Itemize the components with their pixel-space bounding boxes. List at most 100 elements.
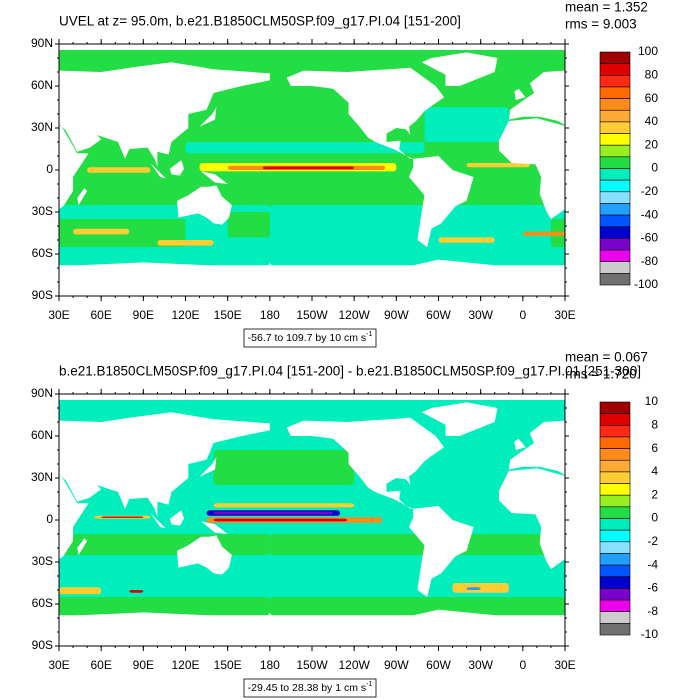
colorbar-label: -100 <box>634 277 658 291</box>
lat-label: 90S <box>32 288 53 302</box>
colorbar-label: -10 <box>641 627 659 641</box>
colorbar-box <box>599 576 631 589</box>
land <box>8 89 19 100</box>
range-unit-sup: -1 <box>366 331 372 338</box>
field-patch <box>17 232 59 236</box>
colorbar-box <box>599 86 631 99</box>
colorbar-label: -80 <box>641 254 659 268</box>
land <box>676 510 690 525</box>
land <box>177 535 232 575</box>
field-patch <box>692 142 700 153</box>
land <box>421 402 498 436</box>
colorbar-box <box>599 109 631 123</box>
colorbar-box <box>599 436 631 449</box>
land <box>269 609 565 646</box>
field-patch <box>269 597 565 616</box>
field-patch <box>269 534 565 555</box>
land <box>59 612 270 646</box>
field-patch <box>438 237 495 243</box>
colorbar-label: 10 <box>645 394 659 408</box>
land <box>514 88 526 100</box>
lat-label: 60S <box>32 596 53 610</box>
colorbar-box <box>599 553 631 566</box>
colorbar-box <box>599 75 631 88</box>
lon-label: 120W <box>338 308 370 322</box>
colorbar-box <box>599 156 631 169</box>
field-patch <box>0 163 24 167</box>
colorbar-box <box>599 564 631 578</box>
field-patch <box>522 231 565 236</box>
lat-label: 90S <box>32 638 53 652</box>
colorbar-label: 100 <box>638 44 658 58</box>
colorbar-box <box>599 518 631 531</box>
lon-label: 30E <box>554 658 575 672</box>
lon-label: 150W <box>296 308 328 322</box>
colorbar-box <box>599 401 631 414</box>
colorbar-box <box>599 471 631 484</box>
colorbar-label: -20 <box>641 184 659 198</box>
field-patch <box>424 107 509 142</box>
land <box>676 160 690 175</box>
lon-label: 30E <box>48 308 69 322</box>
map <box>0 50 700 296</box>
land <box>656 513 671 528</box>
lon-label: 30E <box>554 308 575 322</box>
colorbar-box <box>599 599 631 612</box>
land <box>170 510 185 526</box>
rms-label: rms = 9.003 <box>565 17 637 32</box>
land <box>59 412 270 518</box>
colorbar-label: -2 <box>647 534 658 548</box>
field-patch <box>59 597 270 616</box>
colorbar-label: 80 <box>645 67 659 81</box>
colorbar-box <box>599 413 631 426</box>
land <box>199 457 217 477</box>
field-patch <box>213 450 355 485</box>
land <box>77 538 88 555</box>
land <box>59 262 270 296</box>
lat-label: 90N <box>31 36 53 50</box>
lon-label: 60W <box>426 308 451 322</box>
lon-label: 60W <box>426 658 451 672</box>
land <box>200 521 228 534</box>
field-patch <box>269 205 565 266</box>
field-patch <box>213 518 348 522</box>
colorbar-label: -40 <box>641 207 659 221</box>
colorbar-box <box>599 448 631 461</box>
range-box <box>243 328 377 348</box>
land <box>683 535 700 574</box>
lon-label: 150E <box>214 658 242 672</box>
colorbar-box <box>599 144 631 158</box>
land <box>59 62 270 168</box>
lat-label: 0 <box>46 512 53 526</box>
field-patch <box>452 583 509 593</box>
land <box>583 538 593 555</box>
lat-label: 90N <box>31 386 53 400</box>
field-patch <box>59 587 102 595</box>
land <box>286 417 445 509</box>
panel-title: b.e21.B1850CLM50SP.f09_g17.PI.04 [151-20… <box>59 364 641 379</box>
land <box>508 420 565 476</box>
field-patch <box>87 167 151 173</box>
land <box>656 163 671 178</box>
range-text: -56.7 to 109.7 by 10 cm s <box>248 332 366 344</box>
lat-label: 30N <box>31 470 53 484</box>
colorbar-box <box>599 238 631 251</box>
mean-label: mean = 0.067 <box>565 350 648 365</box>
lon-label: 180 <box>260 658 280 672</box>
field-patch <box>73 228 130 235</box>
colorbar-label: -4 <box>647 557 658 571</box>
lon-label: 30E <box>48 658 69 672</box>
colorbar-box <box>599 623 631 636</box>
colorbar-box <box>599 261 631 274</box>
field-patch <box>262 166 355 170</box>
colorbar-box <box>599 51 631 64</box>
field-patch <box>129 590 144 593</box>
field-patch <box>185 142 425 154</box>
colorbar-box <box>599 611 631 624</box>
colorbar-box <box>599 483 631 496</box>
colorbar-box <box>599 494 631 508</box>
range-text: -29.45 to 28.38 by 1 cm s <box>248 682 366 694</box>
lon-label: 150E <box>214 308 242 322</box>
field-patch <box>213 503 355 508</box>
